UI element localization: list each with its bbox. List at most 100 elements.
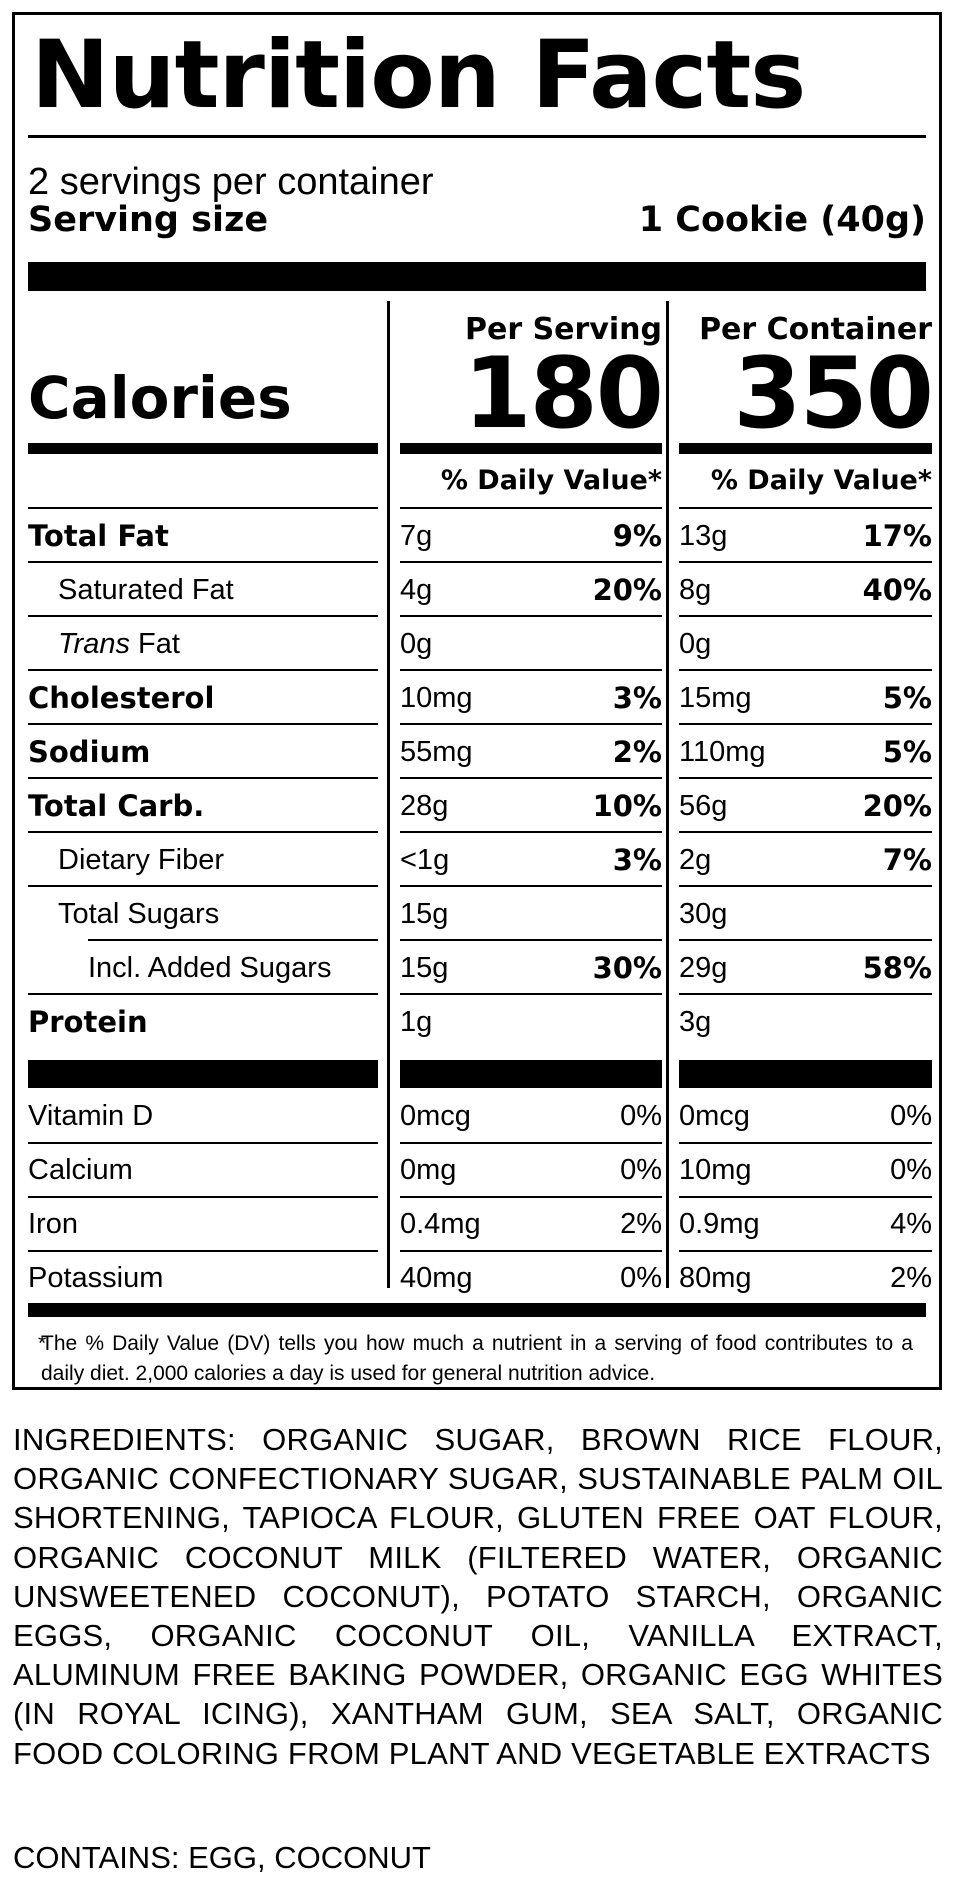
title-divider (28, 135, 926, 138)
nutrient-row: Sodium 55mg 2% 110mg 5% (15, 725, 945, 779)
row-rule (28, 615, 378, 617)
calories-per-container: 350 (733, 337, 934, 451)
per-serving-amount: 0.4mg (400, 1208, 481, 1240)
row-rule (28, 831, 378, 833)
per-container-dv: 5% (882, 681, 932, 715)
calories-label: Calories (28, 364, 292, 432)
per-serving-amount: 4g (400, 574, 433, 606)
per-container-amount: 13g (679, 520, 728, 552)
per-container-dv: 7% (882, 843, 932, 877)
nutrient-name-suffix: Fat (129, 628, 180, 660)
per-container-amount: 10mg (679, 1154, 752, 1186)
per-container-amount: 3g (679, 1006, 712, 1038)
row-rule (679, 885, 932, 887)
row-rule (400, 939, 662, 941)
label-title: Nutrition Facts (31, 21, 806, 130)
vitamin-name: Potassium (28, 1262, 164, 1294)
vitamin-divider-container (679, 1060, 932, 1088)
vitamin-row: Potassium 40mg 0% 80mg 2% (15, 1253, 945, 1303)
row-rule (28, 885, 378, 887)
per-container-dv: 58% (862, 951, 932, 985)
nutrient-row: Incl. Added Sugars 15g 30% 29g 58% (15, 941, 945, 995)
per-container-dv: 2% (890, 1262, 932, 1294)
per-container-dv: 0% (890, 1154, 932, 1186)
per-container-amount: 80mg (679, 1262, 752, 1294)
per-container-amount: 2g (679, 844, 712, 876)
row-rule (679, 1196, 932, 1198)
nutrient-name: Incl. Added Sugars (88, 952, 332, 984)
nutrient-name: Dietary Fiber (58, 844, 224, 876)
row-rule (28, 669, 378, 671)
nutrient-name: Saturated Fat (58, 574, 234, 606)
row-rule (400, 561, 662, 563)
per-serving-amount: 28g (400, 790, 449, 822)
per-serving-dv: 30% (592, 951, 662, 985)
row-rule (679, 615, 932, 617)
per-serving-amount: 7g (400, 520, 433, 552)
per-serving-dv: 10% (592, 789, 662, 823)
nutrient-name: Total Fat (28, 519, 169, 553)
nutrient-name: Protein (28, 1005, 148, 1039)
per-serving-amount: 0g (400, 628, 433, 660)
ingredients-list: INGREDIENTS: ORGANIC SUGAR, BROWN RICE F… (13, 1422, 943, 1771)
row-rule (28, 1142, 378, 1144)
dv-heading-container: % Daily Value* (710, 465, 932, 496)
row-rule (679, 561, 932, 563)
vitamin-row: Vitamin D 0mcg 0% 0mcg 0% (15, 1091, 945, 1141)
servings-per-container: 2 servings per container (28, 161, 434, 203)
row-rule (679, 777, 932, 779)
column-divider-2 (666, 301, 669, 1288)
vitamin-divider-name (28, 1060, 378, 1088)
row-rule (679, 507, 932, 509)
per-container-heading: Per Container (699, 312, 932, 347)
row-rule (400, 1250, 662, 1252)
per-serving-amount: 40mg (400, 1262, 473, 1294)
nutrient-name-italic: Trans (58, 628, 130, 660)
vitamin-name: Calcium (28, 1154, 133, 1186)
row-rule (28, 723, 378, 725)
per-container-amount: 0.9mg (679, 1208, 760, 1240)
nutrient-name: Total Carb. (28, 789, 205, 823)
row-rule (400, 669, 662, 671)
per-container-dv: 4% (890, 1208, 932, 1240)
per-serving-amount: 55mg (400, 736, 473, 768)
per-serving-amount: <1g (400, 844, 450, 876)
row-rule (679, 939, 932, 941)
allergen-statement: CONTAINS: EGG, COCONUT (13, 1840, 431, 1875)
row-rule (400, 777, 662, 779)
per-serving-amount: 15g (400, 952, 449, 984)
row-rule (400, 1196, 662, 1198)
row-rule (28, 507, 378, 509)
vitamin-name: Vitamin D (28, 1100, 154, 1132)
nutrient-row: Total Carb. 28g 10% 56g 20% (15, 779, 945, 833)
per-serving-heading: Per Serving (465, 312, 662, 347)
row-rule (88, 939, 378, 941)
column-divider-1 (387, 301, 390, 1288)
per-serving-amount: 1g (400, 1006, 433, 1038)
row-rule (400, 1142, 662, 1144)
nutrient-row: Cholesterol 10mg 3% 15mg 5% (15, 671, 945, 725)
footnote-asterisk: * (38, 1332, 47, 1355)
thick-divider-top (28, 262, 926, 291)
per-serving-amount: 10mg (400, 682, 473, 714)
per-container-dv: 40% (862, 573, 932, 607)
per-container-amount: 110mg (679, 736, 766, 768)
per-container-dv: 5% (882, 735, 932, 769)
nutrient-name: Sodium (28, 735, 151, 769)
row-rule (679, 1250, 932, 1252)
row-rule (679, 831, 932, 833)
row-rule (28, 993, 378, 995)
row-rule (400, 507, 662, 509)
per-container-amount: 30g (679, 898, 728, 930)
nutrient-row: Total Fat 7g 9% 13g 17% (15, 509, 945, 563)
per-serving-amount: 0mg (400, 1154, 457, 1186)
nutrient-row: Dietary Fiber <1g 3% 2g 7% (15, 833, 945, 887)
per-container-amount: 0g (679, 628, 712, 660)
serving-size-label: Serving size (28, 200, 269, 240)
per-serving-dv: 0% (620, 1262, 662, 1294)
per-serving-amount: 15g (400, 898, 449, 930)
nutrient-row: Total Sugars 15g 30g (15, 887, 945, 941)
row-rule (400, 723, 662, 725)
nutrient-name: Cholesterol (28, 681, 215, 715)
calories-rule-container (679, 443, 932, 454)
